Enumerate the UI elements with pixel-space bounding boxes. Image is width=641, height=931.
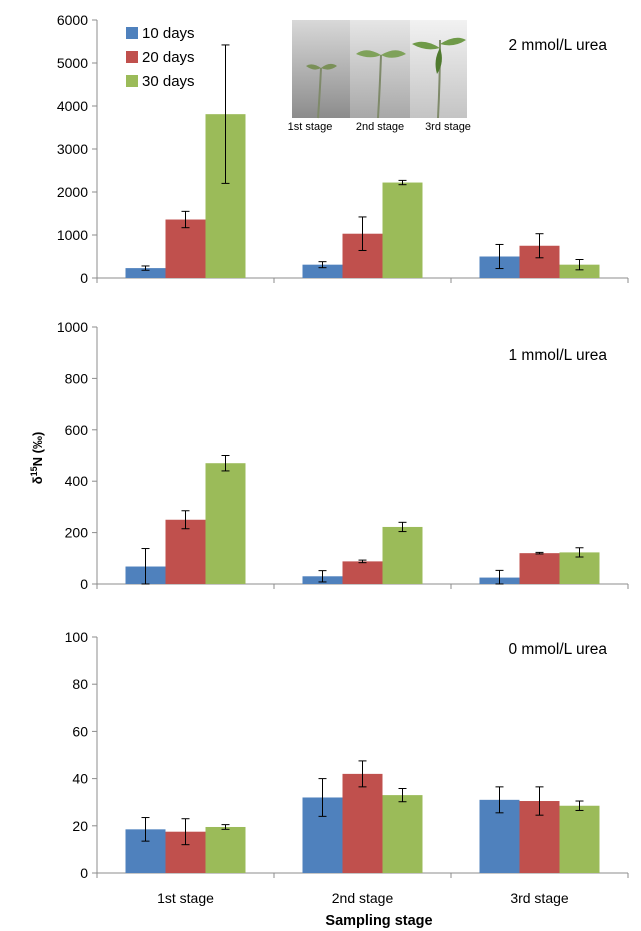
legend-swatch-10-days <box>126 27 138 39</box>
bar-bottom-2-3 <box>382 795 423 873</box>
error-bar-bottom-1-3 <box>221 824 230 830</box>
panel-top: 0 1000 2000 3000 4000 5000 6000 2 mmol/L urea <box>57 12 629 286</box>
error-bar-bottom-2-3 <box>398 788 407 803</box>
x-tick-label-1: 1st stage <box>157 890 214 906</box>
y-tick-label-middle-3: 600 <box>65 422 89 438</box>
y-tick-label-top-3: 3000 <box>57 141 88 157</box>
error-bar-bottom-3-3 <box>575 800 584 811</box>
legend-label-10-days: 10 days <box>142 25 195 42</box>
error-bar-middle-3-2 <box>535 551 544 555</box>
y-tick-label-bottom-4: 80 <box>72 676 88 692</box>
bar-top-1-2 <box>165 219 206 278</box>
error-bar-middle-1-1 <box>141 548 150 585</box>
bar-top-3-3 <box>559 264 600 278</box>
error-bar-middle-3-1 <box>495 569 504 585</box>
error-bar-top-2-2 <box>358 216 367 251</box>
y-axis-label-rest: N (‰) <box>30 432 45 467</box>
y-tick-label-bottom-2: 40 <box>72 771 88 787</box>
bar-middle-2-2 <box>342 561 383 584</box>
y-axis-label-delta: δ <box>30 476 45 484</box>
error-bar-middle-1-3 <box>221 455 230 472</box>
y-tick-label-middle-1: 200 <box>65 525 89 541</box>
y-tick-label-middle-2: 400 <box>65 473 89 489</box>
error-bar-middle-3-3 <box>575 547 584 558</box>
inset-photos <box>292 20 467 119</box>
y-tick-label-middle-4: 800 <box>65 370 89 386</box>
y-tick-label-top-1: 1000 <box>57 227 88 243</box>
bar-middle-3-3 <box>559 552 600 584</box>
y-tick-label-bottom-5: 100 <box>65 629 89 645</box>
bar-middle-3-2 <box>519 553 560 584</box>
error-bar-top-2-1 <box>318 261 327 269</box>
legend: 10 days 20 days 30 days <box>126 25 195 90</box>
error-bar-middle-2-2 <box>358 559 367 564</box>
y-tick-label-bottom-3: 60 <box>72 723 88 739</box>
error-bar-bottom-3-2 <box>535 786 544 816</box>
error-bar-top-1-3 <box>221 44 230 184</box>
error-bar-bottom-2-1 <box>318 778 327 817</box>
legend-label-20-days: 20 days <box>142 49 195 66</box>
bar-middle-2-3 <box>382 526 423 584</box>
x-tick-label-3: 3rd stage <box>510 890 569 906</box>
error-bar-middle-2-3 <box>398 521 407 533</box>
y-tick-label-top-4: 4000 <box>57 98 88 114</box>
error-bar-top-3-2 <box>535 233 544 259</box>
y-tick-label-bottom-0: 0 <box>80 865 88 881</box>
y-axis-label: δ15N (‰) <box>29 432 45 485</box>
y-axis-label-sup: 15 <box>29 466 39 476</box>
seedling-photo-1 <box>292 20 350 119</box>
error-bar-bottom-1-2 <box>181 818 190 846</box>
y-tick-label-top-5: 5000 <box>57 55 88 71</box>
bar-bottom-3-3 <box>559 805 600 873</box>
bar-bottom-2-2 <box>342 773 383 873</box>
bar-top-2-3 <box>382 182 423 278</box>
bar-bottom-1-3 <box>205 826 246 873</box>
inset-caption-2: 2nd stage <box>356 121 404 133</box>
x-tick-label-2: 2nd stage <box>332 890 394 906</box>
y-tick-label-top-0: 0 <box>80 270 88 286</box>
y-tick-label-middle-0: 0 <box>80 576 88 592</box>
panel-annotation-top: 2 mmol/L urea <box>509 37 608 54</box>
error-bar-bottom-1-1 <box>141 817 150 842</box>
panel-annotation-bottom: 0 mmol/L urea <box>509 641 608 658</box>
y-tick-label-top-2: 2000 <box>57 184 88 200</box>
bar-top-1-1 <box>125 268 166 278</box>
panel-annotation-middle: 1 mmol/L urea <box>509 347 608 364</box>
error-bar-top-1-2 <box>181 210 190 229</box>
inset-caption-3: 3rd stage <box>425 121 471 133</box>
bar-middle-1-2 <box>165 519 206 584</box>
panel-middle: 0 200 400 600 800 1000 1 mmol/L urea <box>57 319 629 592</box>
seedling-photo-2 <box>350 20 410 119</box>
y-tick-label-bottom-1: 20 <box>72 818 88 834</box>
seedling-photo-3 <box>410 20 467 119</box>
x-axis-label: Sampling stage <box>325 913 432 929</box>
error-bar-bottom-3-1 <box>495 786 504 814</box>
y-tick-label-middle-5: 1000 <box>57 319 88 335</box>
bar-middle-1-3 <box>205 463 246 584</box>
error-bar-bottom-2-2 <box>358 760 367 788</box>
error-bar-middle-2-1 <box>318 570 327 583</box>
legend-label-30-days: 30 days <box>142 73 195 90</box>
legend-swatch-20-days <box>126 51 138 63</box>
error-bar-top-3-3 <box>575 259 584 271</box>
error-bar-top-3-1 <box>495 243 504 270</box>
panel-bottom: 0 20 40 60 80 100 1st stage 2nd stage 3rd stage 0… <box>65 629 629 906</box>
error-bar-middle-1-2 <box>181 510 190 530</box>
bar-top-2-1 <box>302 264 343 278</box>
y-tick-label-top-6: 6000 <box>57 12 88 28</box>
error-bar-top-1-1 <box>141 265 150 271</box>
inset-caption-1: 1st stage <box>288 121 333 133</box>
legend-swatch-30-days <box>126 75 138 87</box>
error-bar-top-2-3 <box>398 179 407 186</box>
